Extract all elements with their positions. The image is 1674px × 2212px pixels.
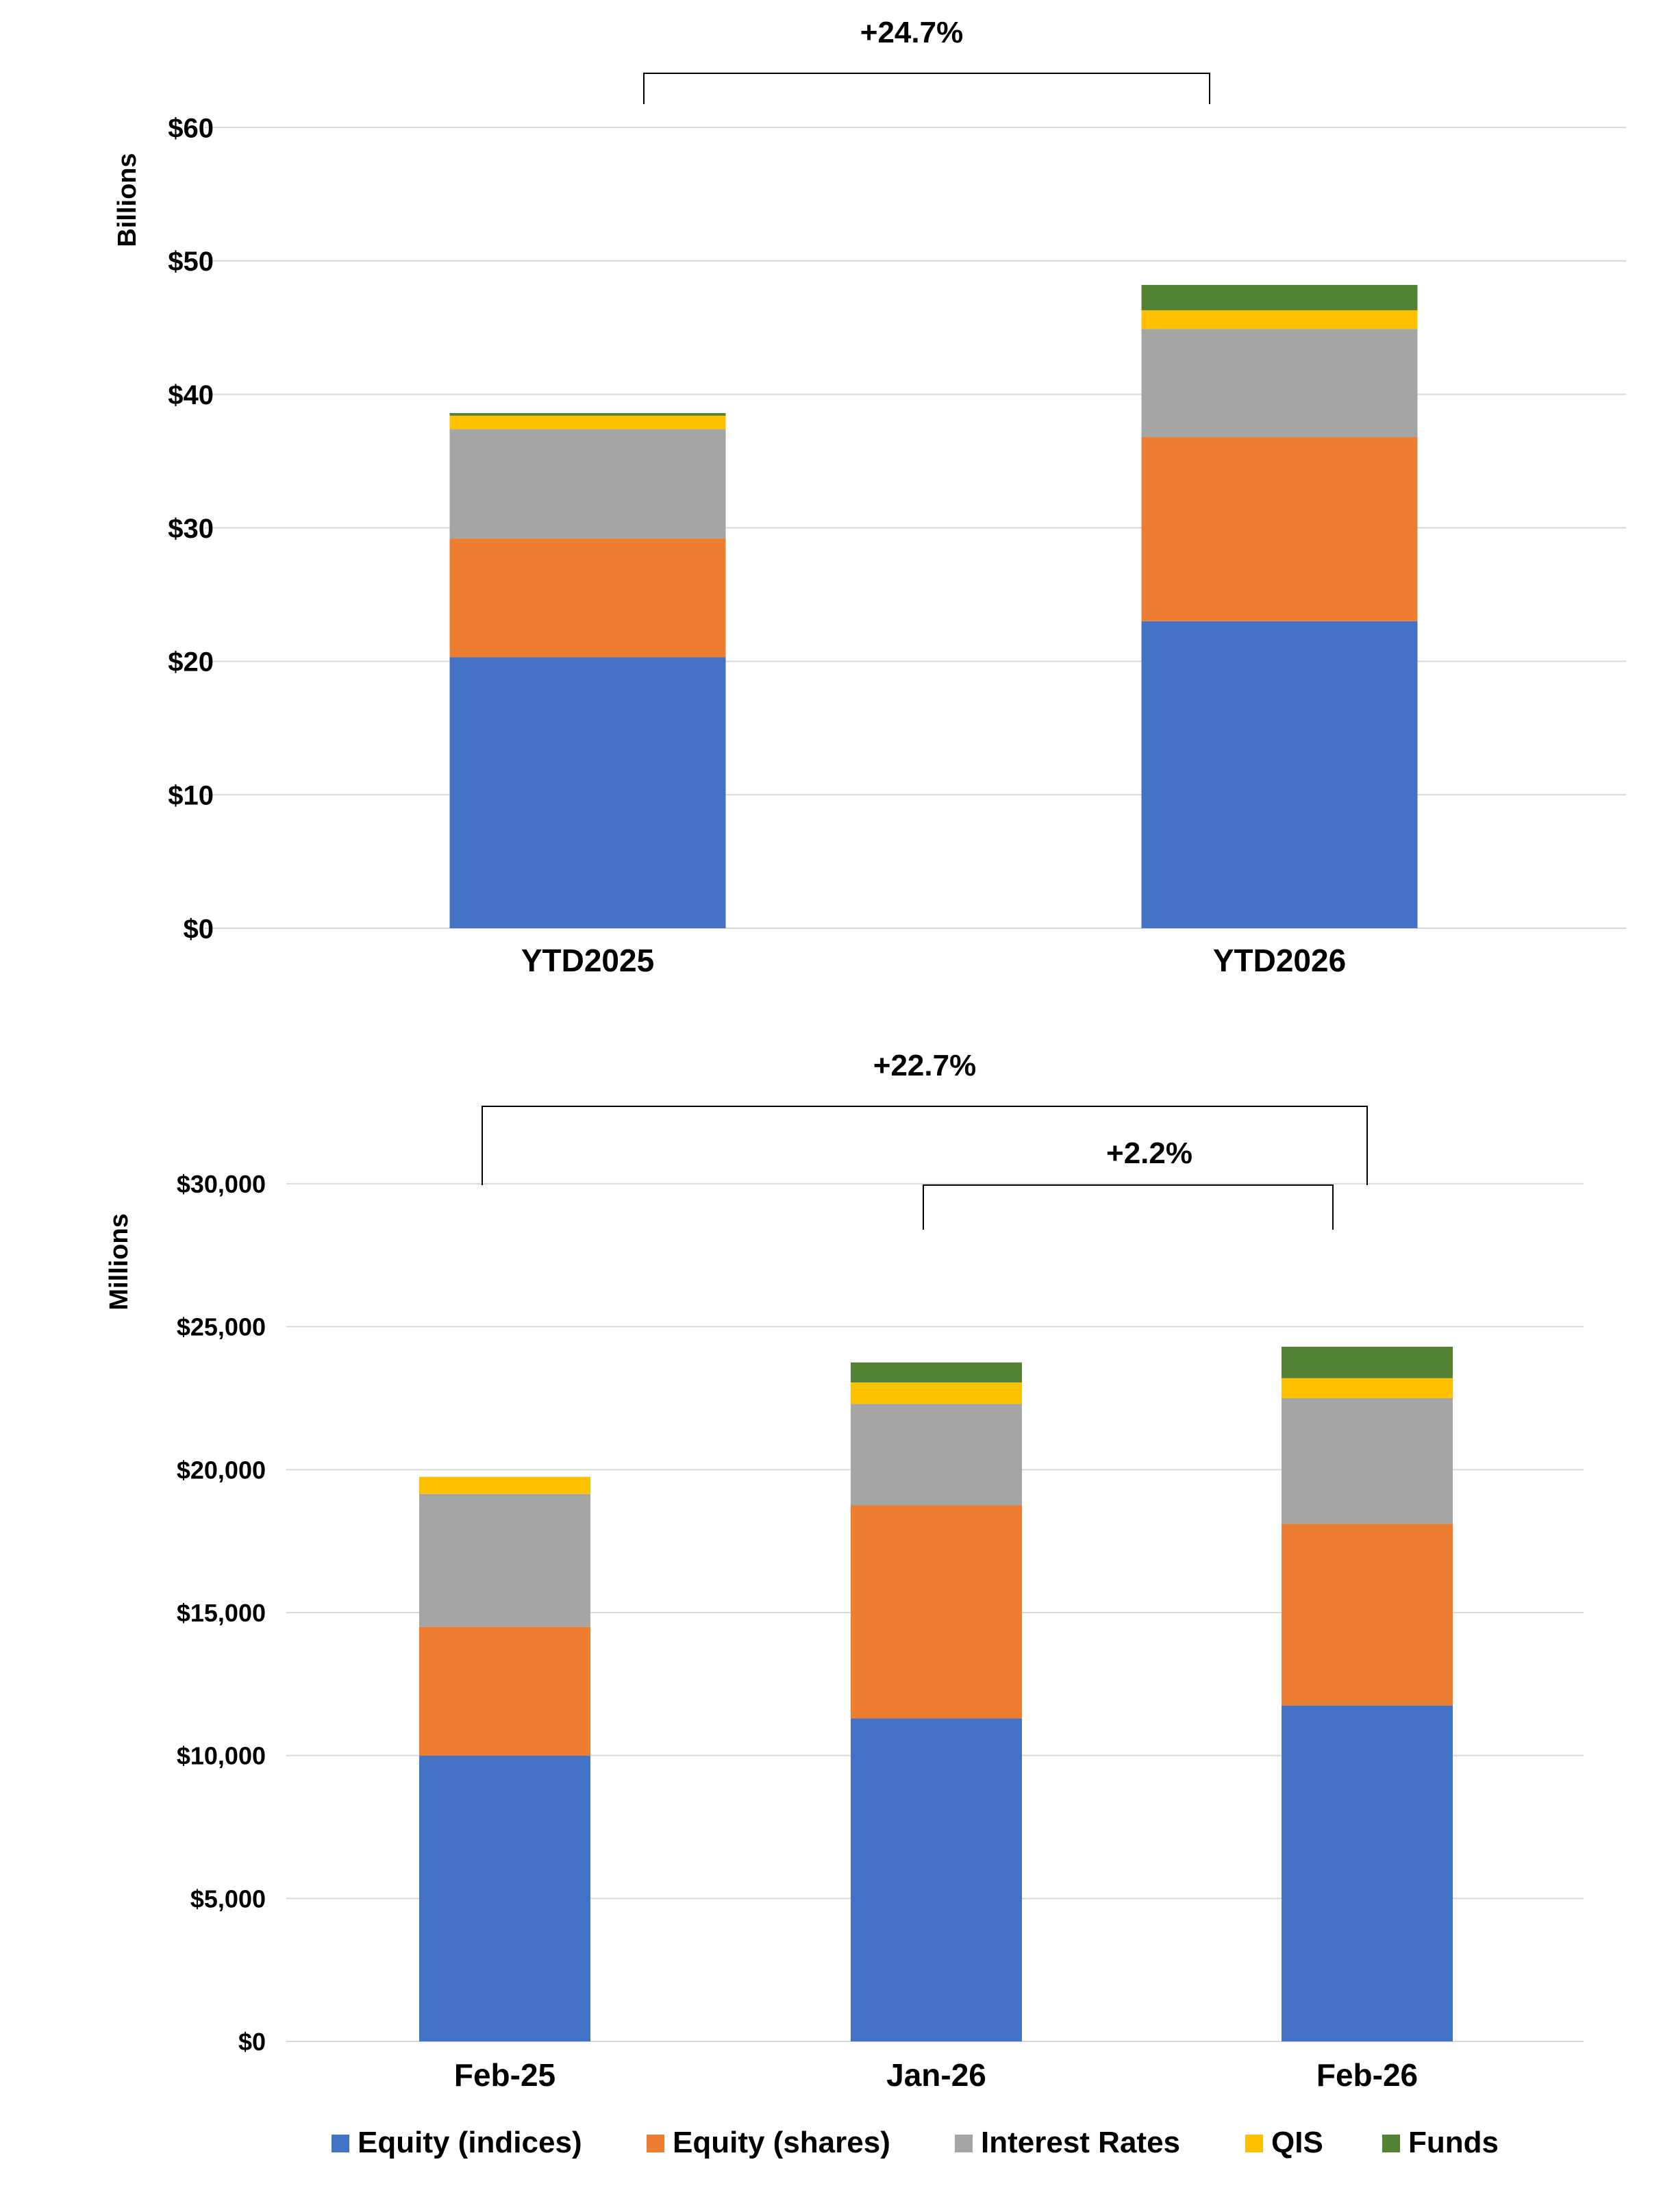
legend-swatch <box>1382 2135 1400 2152</box>
bar-segment-equity-indices-ytd2026 <box>1141 621 1418 928</box>
chart-2-bracket-yoy <box>482 1106 1368 1185</box>
y-tick-label: $50 <box>168 247 214 277</box>
legend-label: Equity (indices) <box>358 2126 582 2159</box>
bar-segment-equity-indices-feb-26 <box>1282 1705 1453 2041</box>
chart-2-x-tick-labels: Feb-25 Jan-26 Feb-26 <box>454 2057 1418 2093</box>
bar-segment-equity-shares-feb-25 <box>419 1626 590 1756</box>
y-tick-label: $10 <box>168 781 214 811</box>
chart-1: $0 $10 $20 $30 $40 $50 $60 YTD2025 YTD2026 Bill… <box>113 16 1626 978</box>
x-tick-label: YTD2026 <box>1213 943 1346 978</box>
legend-label: Interest Rates <box>981 2126 1180 2159</box>
legend: Equity (indices) Equity (shares) Interest … <box>332 2126 1499 2159</box>
legend-label: Funds <box>1408 2126 1499 2159</box>
chart-1-y-axis-label: Billions <box>113 153 142 247</box>
bar-segment-interest-rates-feb-25 <box>419 1493 590 1627</box>
legend-swatch <box>332 2135 349 2152</box>
chart-1-x-tick-labels: YTD2025 YTD2026 <box>521 943 1346 978</box>
bar-segment-equity-indices-ytd2025 <box>449 657 726 928</box>
x-tick-label: Feb-26 <box>1316 2057 1418 2093</box>
bar-segment-equity-indices-jan-26 <box>851 1718 1022 2041</box>
bar-segment-interest-rates-ytd2025 <box>449 429 726 539</box>
y-tick-label: $0 <box>184 914 214 944</box>
bar-segment-equity-shares-feb-26 <box>1282 1524 1453 1706</box>
chart-2-bracket-mom <box>923 1184 1334 1230</box>
y-tick-label: $20 <box>168 647 214 678</box>
y-tick-label: $25,000 <box>177 1313 266 1341</box>
x-tick-label: YTD2025 <box>521 943 654 978</box>
chart-1-gridlines <box>204 127 1626 929</box>
chart-2-y-tick-labels: $0 $5,000 $10,000 $15,000 $20,000 $25,000 $30,… <box>177 1170 266 2056</box>
bar-segment-qis-feb-26 <box>1282 1378 1453 1398</box>
bar-segment-interest-rates-feb-26 <box>1282 1398 1453 1524</box>
y-tick-label: $15,000 <box>177 1599 266 1627</box>
bar-segment-qis-ytd2025 <box>449 415 726 430</box>
y-tick-label: $60 <box>168 113 214 143</box>
bar-segment-qis-ytd2026 <box>1141 310 1418 330</box>
chart-1-y-tick-labels: $0 $10 $20 $30 $40 $50 $60 <box>168 113 214 944</box>
chart-2-mom-change-label: +2.2% <box>1106 1136 1192 1170</box>
legend-swatch <box>647 2135 664 2152</box>
legend-swatch <box>955 2135 973 2152</box>
bar-segment-qis-feb-25 <box>419 1476 590 1494</box>
bar-segment-equity-shares-ytd2025 <box>449 538 726 658</box>
bar-segment-funds-jan-26 <box>851 1362 1022 1383</box>
bar-segment-funds-ytd2025 <box>449 412 726 416</box>
chart-1-bars <box>449 284 1418 928</box>
y-tick-label: $30,000 <box>177 1170 266 1198</box>
bar-segment-interest-rates-ytd2026 <box>1141 329 1418 438</box>
chart-2-bars <box>419 1346 1453 2041</box>
x-tick-label: Jan-26 <box>886 2057 986 2093</box>
bar-segment-qis-jan-26 <box>851 1382 1022 1404</box>
y-tick-label: $20,000 <box>177 1456 266 1484</box>
bar-segment-equity-shares-jan-26 <box>851 1505 1022 1719</box>
y-tick-label: $30 <box>168 514 214 544</box>
x-tick-label: Feb-25 <box>454 2057 555 2093</box>
chart-1-change-label: +24.7% <box>860 16 963 49</box>
chart-2-y-axis-label: Millions <box>105 1213 134 1310</box>
chart-2-yoy-change-label: +22.7% <box>873 1049 976 1082</box>
y-tick-label: $40 <box>168 380 214 410</box>
bar-segment-equity-shares-ytd2026 <box>1141 437 1418 621</box>
y-tick-label: $10,000 <box>177 1742 266 1770</box>
bar-segment-equity-indices-feb-25 <box>419 1755 590 2041</box>
bar-segment-interest-rates-jan-26 <box>851 1404 1022 1506</box>
legend-label: QIS <box>1271 2126 1323 2159</box>
bar-segment-funds-feb-26 <box>1282 1346 1453 1378</box>
y-tick-label: $0 <box>238 2028 266 2056</box>
y-tick-label: $5,000 <box>190 1885 266 1913</box>
legend-label: Equity (shares) <box>673 2126 890 2159</box>
bar-segment-funds-ytd2026 <box>1141 284 1418 310</box>
chart-2: $0 $5,000 $10,000 $15,000 $20,000 $25,000 $30,… <box>105 1049 1584 2093</box>
legend-swatch <box>1245 2135 1263 2152</box>
chart-1-bracket-ytd <box>643 73 1210 104</box>
